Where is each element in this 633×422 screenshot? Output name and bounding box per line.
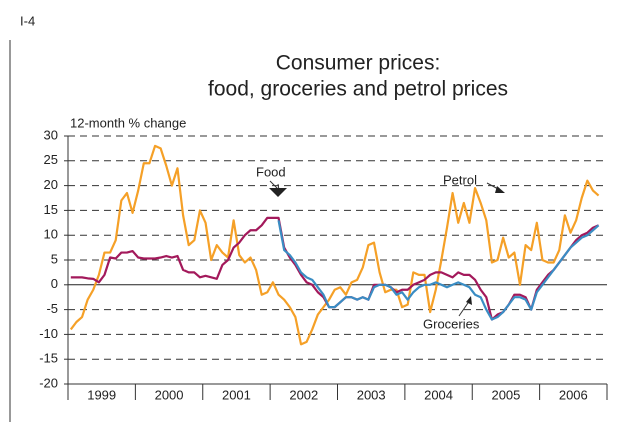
annotation-arrow-head [269, 188, 287, 197]
y-tick-label: -15 [39, 351, 58, 366]
y-tick-label: 10 [44, 227, 58, 242]
x-tick-label: 2002 [289, 387, 318, 402]
x-tick-label: 2000 [155, 387, 184, 402]
y-tick-label: 5 [51, 251, 58, 266]
y-tick-label: 0 [51, 276, 58, 291]
x-tick-label: 1999 [87, 387, 116, 402]
y-tick-label: 15 [44, 202, 58, 217]
annotation-arrow-head [466, 296, 472, 305]
y-tick-label: 20 [44, 177, 58, 192]
series-line [69, 144, 600, 346]
annotation: Groceries [423, 316, 480, 331]
chart-title: Consumer prices: [276, 52, 441, 75]
y-axis-label: 12-month % change [70, 115, 186, 130]
series-line [70, 216, 600, 321]
x-tick-label: 2006 [559, 387, 588, 402]
y-tick-label: 30 [44, 127, 58, 142]
annotation: Petrol [443, 172, 477, 187]
figure-label: I-4 [20, 13, 35, 28]
series-line [277, 220, 600, 321]
x-tick-label: 2001 [222, 387, 251, 402]
annotation-arrow-head [495, 186, 505, 193]
chart-title: food, groceries and petrol prices [208, 78, 508, 101]
y-tick-label: -10 [39, 326, 58, 341]
y-tick-label: -5 [46, 301, 58, 316]
y-tick-label: -20 [39, 375, 58, 390]
x-tick-label: 2005 [491, 387, 520, 402]
x-tick-label: 2004 [424, 387, 453, 402]
annotation: Food [256, 164, 286, 179]
x-tick-label: 2003 [357, 387, 386, 402]
y-tick-label: 25 [44, 152, 58, 167]
